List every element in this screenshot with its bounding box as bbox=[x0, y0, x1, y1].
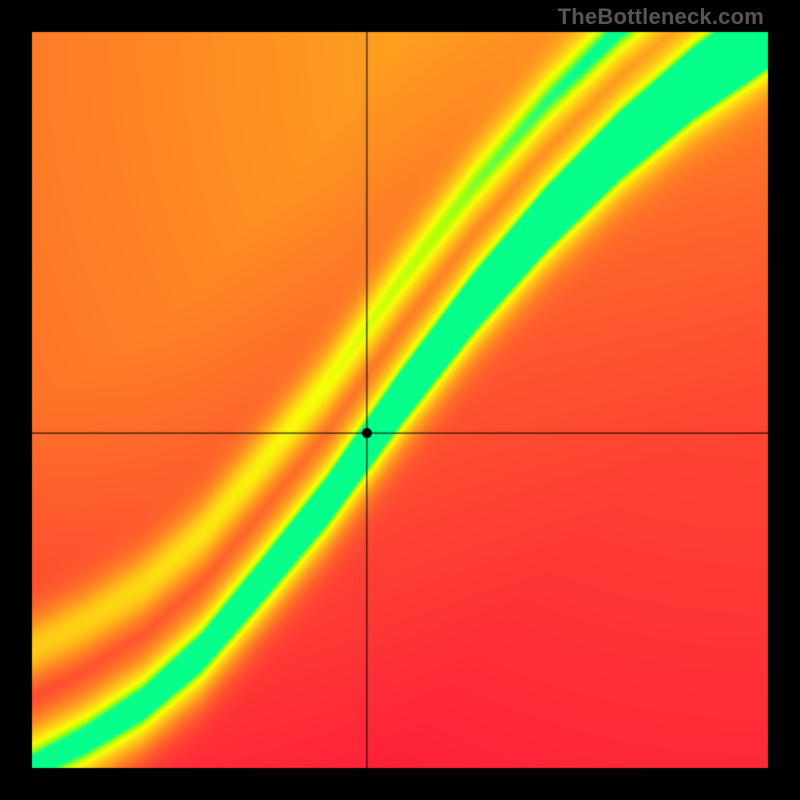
watermark-text: TheBottleneck.com bbox=[558, 4, 764, 30]
chart-container: TheBottleneck.com bbox=[0, 0, 800, 800]
heatmap-canvas bbox=[0, 0, 800, 800]
